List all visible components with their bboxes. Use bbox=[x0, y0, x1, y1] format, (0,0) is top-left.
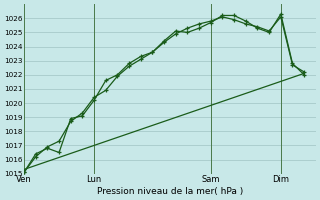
X-axis label: Pression niveau de la mer( hPa ): Pression niveau de la mer( hPa ) bbox=[97, 187, 243, 196]
